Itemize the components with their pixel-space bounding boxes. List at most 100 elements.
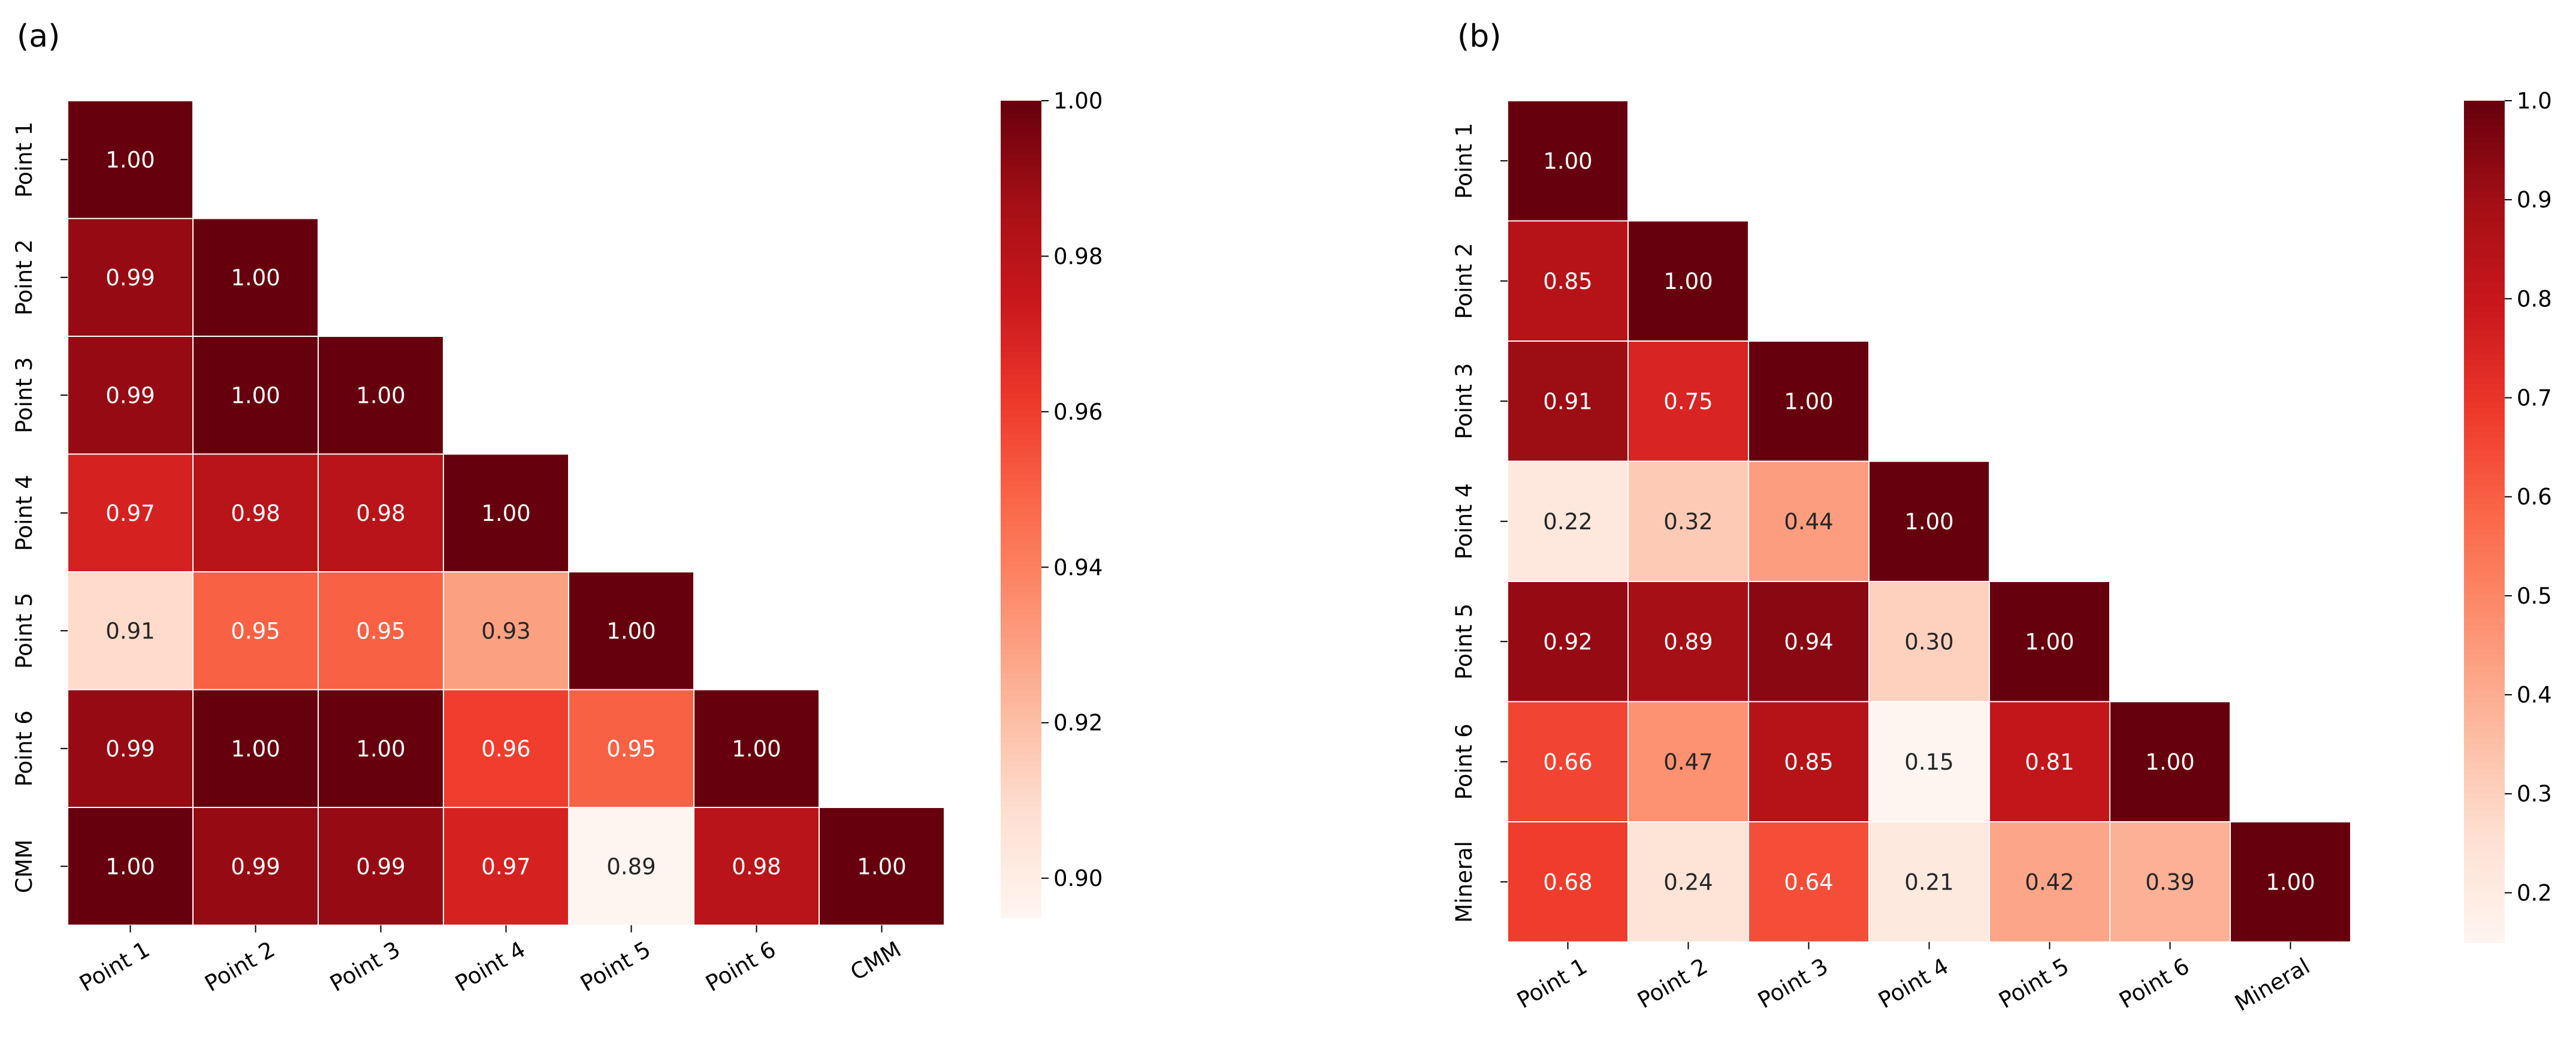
colorbar-segment [2464, 689, 2505, 697]
colorbar-segment [1001, 742, 1041, 749]
cell-value-label: 0.95 [231, 618, 280, 644]
heatmap-cell [192, 571, 319, 691]
colorbar-segment [2464, 467, 2505, 474]
colorbar-segment [1001, 141, 1041, 148]
x-tick-label: Point 1 [1512, 953, 1591, 1014]
colorbar-segment [1001, 375, 1041, 381]
colorbar-segment [1001, 398, 1041, 405]
heatmap-cell [192, 807, 319, 926]
heatmap-cell [1627, 581, 1749, 703]
colorbar-segment [2464, 786, 2505, 793]
colorbar-segment [2464, 143, 2505, 150]
heatmap-cell [2109, 701, 2231, 822]
colorbar-segment [2464, 888, 2505, 895]
colorbar-segment [1001, 264, 1041, 271]
colorbar-segment [2464, 774, 2505, 781]
colorbar-segment [2464, 599, 2505, 607]
y-tick-label: Point 1 [11, 122, 37, 198]
heatmap-cell [192, 218, 319, 337]
colorbar-segment [2464, 449, 2505, 456]
colorbar-segment [1001, 672, 1041, 679]
colorbar-segment [2464, 257, 2505, 264]
heatmap-cell [2230, 821, 2351, 943]
heatmap-cell [819, 807, 945, 926]
colorbar-segment [1001, 578, 1041, 586]
colorbar-segment [2464, 263, 2505, 270]
colorbar-segment [2464, 780, 2505, 787]
colorbar-segment [2464, 846, 2505, 853]
colorbar-segment [2464, 906, 2505, 913]
colorbar-segment [2464, 191, 2505, 198]
heatmap-cell [568, 689, 694, 808]
heatmap-cell [67, 100, 194, 219]
colorbar-segment [1001, 561, 1041, 568]
cell-value-label: 1.00 [105, 147, 155, 173]
colorbar-segment [1001, 905, 1041, 912]
colorbar-segment [1001, 666, 1041, 673]
colorbar-segment [1001, 112, 1041, 119]
colorbar-tick-label: 0.4 [2517, 682, 2552, 708]
colorbar-segment [2464, 125, 2505, 132]
colorbar-segment [2464, 864, 2505, 871]
colorbar-segment [2464, 413, 2505, 420]
cell-value-label: 0.97 [481, 854, 530, 879]
colorbar-segment [1001, 888, 1041, 895]
colorbar-segment [2464, 641, 2505, 649]
colorbar-segment [2464, 587, 2505, 595]
colorbar-segment [1001, 234, 1041, 242]
y-tick-label: Point 6 [11, 710, 37, 786]
x-tick-label: Point 6 [701, 936, 780, 997]
colorbar-segment [2464, 389, 2505, 396]
colorbar-segment [2464, 738, 2505, 745]
colorbar-segment [2464, 287, 2505, 294]
colorbar-segment [1001, 439, 1041, 445]
colorbar-segment [1001, 788, 1041, 795]
colorbar-segment [1001, 369, 1041, 376]
colorbar-segment [1001, 351, 1041, 358]
colorbar-segment [2464, 653, 2505, 661]
colorbar-segment [2464, 852, 2505, 859]
cell-value-label: 1.00 [231, 736, 280, 762]
colorbar-segment [1001, 876, 1041, 883]
colorbar-segment [2464, 113, 2505, 120]
colorbar-segment [2464, 557, 2505, 565]
heatmap-cell [1507, 220, 1629, 342]
colorbar-segment [2464, 575, 2505, 583]
colorbar-segment [2464, 629, 2505, 637]
colorbar-segment [1001, 783, 1041, 789]
colorbar-segment [1001, 462, 1041, 469]
heatmap-cell [318, 571, 444, 691]
colorbar-segment [2464, 491, 2505, 498]
panel-label: (a) [17, 19, 60, 55]
x-tick-label: Point 2 [200, 936, 279, 997]
colorbar-tick-label: 0.7 [2517, 385, 2552, 411]
colorbar-segment [2464, 936, 2505, 943]
heatmap-cell [67, 218, 194, 337]
cell-value-label: 0.75 [1663, 388, 1713, 414]
colorbar-segment [1001, 852, 1041, 860]
cell-value-label: 0.95 [356, 618, 405, 644]
colorbar-segment [1001, 602, 1041, 609]
colorbar-segment [2464, 233, 2505, 240]
colorbar-segment [2464, 876, 2505, 883]
colorbar-segment [1001, 555, 1041, 562]
colorbar-segment [2464, 593, 2505, 601]
colorbar-segment [1001, 532, 1041, 539]
y-tick-label: Point 1 [1451, 123, 1477, 199]
colorbar-segment [1001, 841, 1041, 848]
cell-value-label: 0.98 [732, 854, 781, 879]
colorbar-segment [2464, 407, 2505, 414]
colorbar-segment [2464, 545, 2505, 553]
cell-value-label: 0.15 [1904, 749, 1953, 775]
colorbar-segment [2464, 101, 2505, 108]
cell-value-label: 0.99 [356, 854, 405, 879]
colorbar-segment [2464, 551, 2505, 559]
y-tick-label: Point 5 [11, 593, 37, 669]
colorbar-segment [1001, 596, 1041, 603]
colorbar-segment [1001, 550, 1041, 556]
colorbar-tick-label: 0.9 [2517, 187, 2552, 213]
heatmap-cell [1748, 701, 1870, 822]
cell-value-label: 0.91 [105, 618, 155, 644]
colorbar-segment [1001, 660, 1041, 667]
heatmap-cell [192, 689, 319, 808]
